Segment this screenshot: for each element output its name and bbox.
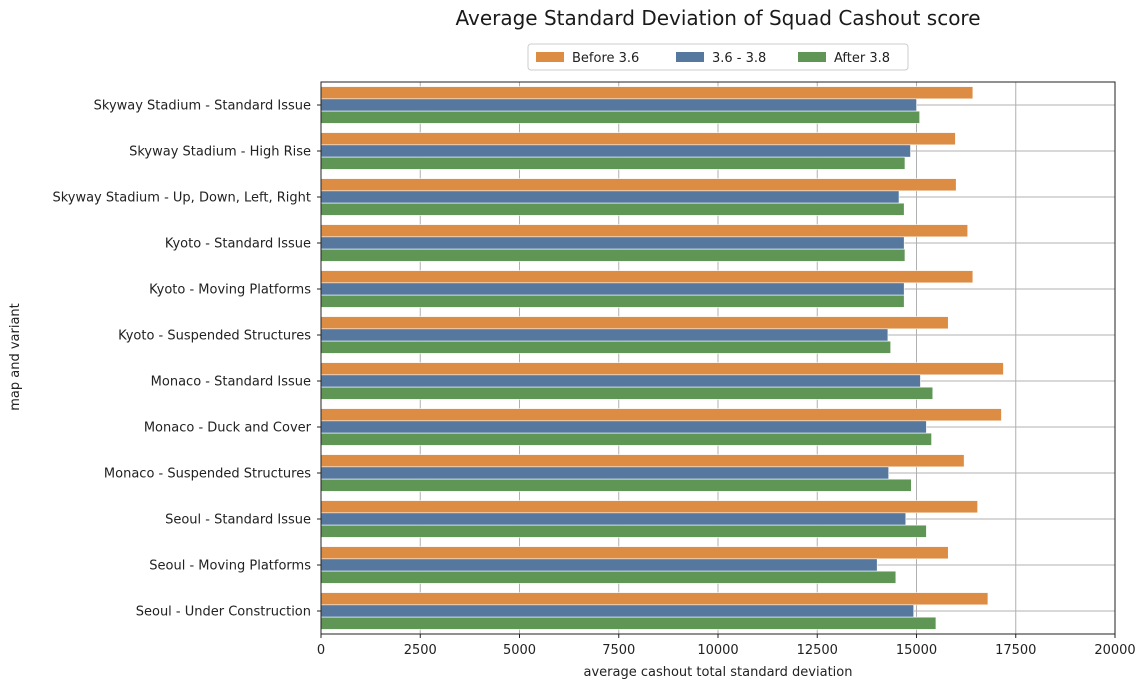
bar-3-6-3-8 bbox=[320, 282, 905, 296]
bar-before-3-6 bbox=[320, 316, 949, 330]
x-tick-label: 5000 bbox=[503, 643, 536, 658]
bar-after-3-8 bbox=[320, 432, 932, 446]
y-tick-label: Skyway Stadium - Standard Issue bbox=[94, 99, 311, 114]
x-tick-label: 10000 bbox=[697, 643, 738, 658]
y-tick-label: Seoul - Standard Issue bbox=[165, 513, 311, 528]
bar-before-3-6 bbox=[320, 546, 949, 560]
bar-before-3-6 bbox=[320, 270, 974, 284]
bar-after-3-8 bbox=[320, 340, 891, 354]
y-tick-label: Monaco - Suspended Structures bbox=[104, 467, 311, 482]
bar-after-3-8 bbox=[320, 248, 906, 262]
bar-before-3-6 bbox=[320, 408, 1002, 422]
bar-after-3-8 bbox=[320, 478, 912, 492]
bars bbox=[320, 86, 1004, 630]
legend-label: Before 3.6 bbox=[572, 51, 639, 66]
bar-after-3-8 bbox=[320, 156, 906, 170]
x-tick-label: 20000 bbox=[1094, 643, 1135, 658]
legend-label: After 3.8 bbox=[834, 51, 890, 66]
x-tick-label: 12500 bbox=[797, 643, 838, 658]
bar-3-6-3-8 bbox=[320, 190, 900, 204]
x-tick-label: 15000 bbox=[896, 643, 937, 658]
x-axis-label: average cashout total standard deviation bbox=[584, 665, 853, 680]
bar-after-3-8 bbox=[320, 386, 934, 400]
y-tick-label: Monaco - Standard Issue bbox=[151, 375, 311, 390]
bar-3-6-3-8 bbox=[320, 144, 911, 158]
bar-before-3-6 bbox=[320, 178, 957, 192]
bar-before-3-6 bbox=[320, 592, 989, 606]
y-tick-label: Monaco - Duck and Cover bbox=[144, 421, 312, 436]
bar-before-3-6 bbox=[320, 454, 965, 468]
bar-3-6-3-8 bbox=[320, 328, 889, 342]
x-tick-label: 0 bbox=[317, 643, 325, 658]
bar-3-6-3-8 bbox=[320, 466, 890, 480]
legend: Before 3.6 3.6 - 3.8 After 3.8 bbox=[527, 43, 909, 71]
x-tick-label: 2500 bbox=[404, 643, 437, 658]
bar-after-3-8 bbox=[320, 570, 897, 584]
bar-after-3-8 bbox=[320, 616, 937, 630]
legend-label: 3.6 - 3.8 bbox=[712, 51, 766, 66]
x-tick-label: 7500 bbox=[602, 643, 635, 658]
bar-3-6-3-8 bbox=[320, 374, 921, 388]
bar-3-6-3-8 bbox=[320, 98, 917, 112]
bar-3-6-3-8 bbox=[320, 604, 915, 618]
y-axis: Skyway Stadium - Standard Issue Skyway St… bbox=[52, 99, 321, 620]
y-tick-label: Kyoto - Suspended Structures bbox=[118, 329, 311, 344]
bar-3-6-3-8 bbox=[320, 512, 907, 526]
bar-3-6-3-8 bbox=[320, 236, 905, 250]
y-tick-label: Skyway Stadium - Up, Down, Left, Right bbox=[52, 191, 311, 206]
x-tick-label: 17500 bbox=[995, 643, 1036, 658]
bar-3-6-3-8 bbox=[320, 558, 878, 572]
bar-after-3-8 bbox=[320, 524, 927, 538]
y-tick-label: Kyoto - Standard Issue bbox=[165, 237, 311, 252]
bar-before-3-6 bbox=[320, 362, 1004, 376]
y-tick-label: Skyway Stadium - High Rise bbox=[129, 145, 311, 160]
y-tick-label: Kyoto - Moving Platforms bbox=[149, 283, 311, 298]
bar-3-6-3-8 bbox=[320, 420, 927, 434]
y-tick-label: Seoul - Under Construction bbox=[136, 605, 311, 620]
legend-box bbox=[527, 43, 909, 71]
bar-before-3-6 bbox=[320, 86, 974, 100]
bar-before-3-6 bbox=[320, 132, 956, 146]
bar-before-3-6 bbox=[320, 224, 969, 238]
x-axis: 0 2500 5000 7500 10000 12500 15000 17500 20000 bbox=[317, 634, 1136, 658]
legend-swatch bbox=[798, 52, 826, 62]
chart-title: Average Standard Deviation of Squad Cash… bbox=[455, 6, 980, 30]
legend-swatch bbox=[676, 52, 704, 62]
bar-after-3-8 bbox=[320, 294, 905, 308]
y-axis-label: map and variant bbox=[8, 303, 23, 411]
bar-after-3-8 bbox=[320, 202, 905, 216]
bar-before-3-6 bbox=[320, 500, 978, 514]
bar-after-3-8 bbox=[320, 110, 920, 124]
y-tick-label: Seoul - Moving Platforms bbox=[149, 559, 311, 574]
legend-swatch bbox=[536, 52, 564, 62]
